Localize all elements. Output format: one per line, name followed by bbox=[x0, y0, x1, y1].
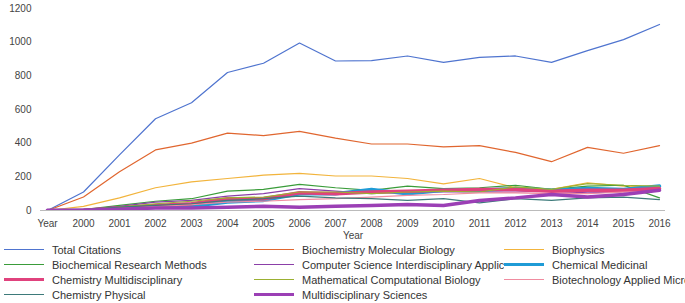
svg-text:2006: 2006 bbox=[288, 218, 311, 229]
svg-text:2005: 2005 bbox=[252, 218, 275, 229]
svg-text:1200: 1200 bbox=[9, 3, 32, 14]
svg-text:Year: Year bbox=[37, 218, 58, 229]
svg-text:2009: 2009 bbox=[396, 218, 419, 229]
html-text:Biophysics: Biophysics bbox=[552, 243, 605, 256]
svg-text:2008: 2008 bbox=[360, 218, 383, 229]
svg-text:0: 0 bbox=[26, 205, 32, 216]
svg-text:Year: Year bbox=[343, 230, 364, 241]
svg-text:2002: 2002 bbox=[144, 218, 167, 229]
svg-text:400: 400 bbox=[15, 137, 32, 148]
svg-text:1000: 1000 bbox=[9, 36, 32, 47]
svg-text:2014: 2014 bbox=[576, 218, 599, 229]
svg-text:2011: 2011 bbox=[469, 218, 491, 229]
svg-text:2012: 2012 bbox=[504, 218, 527, 229]
svg-text:2001: 2001 bbox=[108, 218, 131, 229]
svg-text:2000: 2000 bbox=[72, 218, 95, 229]
html-text:Mathematical Computational Bio: Mathematical Computational Biology bbox=[302, 273, 481, 286]
html-text:Biochemical Research Methods: Biochemical Research Methods bbox=[52, 258, 207, 271]
svg-text:2013: 2013 bbox=[540, 218, 563, 229]
svg-text:2010: 2010 bbox=[432, 218, 455, 229]
svg-text:800: 800 bbox=[15, 70, 32, 81]
html-text:Multidisciplinary Sciences: Multidisciplinary Sciences bbox=[302, 288, 428, 301]
svg-text:2015: 2015 bbox=[612, 218, 635, 229]
svg-text:600: 600 bbox=[15, 104, 32, 115]
svg-text:2016: 2016 bbox=[648, 218, 671, 229]
html-text:Chemistry Physical: Chemistry Physical bbox=[52, 288, 146, 301]
html-text:Chemistry Multidisciplinary: Chemistry Multidisciplinary bbox=[52, 273, 183, 286]
html-text:Chemical Medicinal: Chemical Medicinal bbox=[552, 258, 648, 271]
svg-text:200: 200 bbox=[15, 171, 32, 182]
svg-text:2004: 2004 bbox=[216, 218, 239, 229]
svg-text:2003: 2003 bbox=[180, 218, 203, 229]
svg-text:2007: 2007 bbox=[324, 218, 347, 229]
html-text:Total Citations: Total Citations bbox=[52, 243, 122, 256]
html-text:Biochemistry Molecular Biology: Biochemistry Molecular Biology bbox=[302, 243, 455, 256]
